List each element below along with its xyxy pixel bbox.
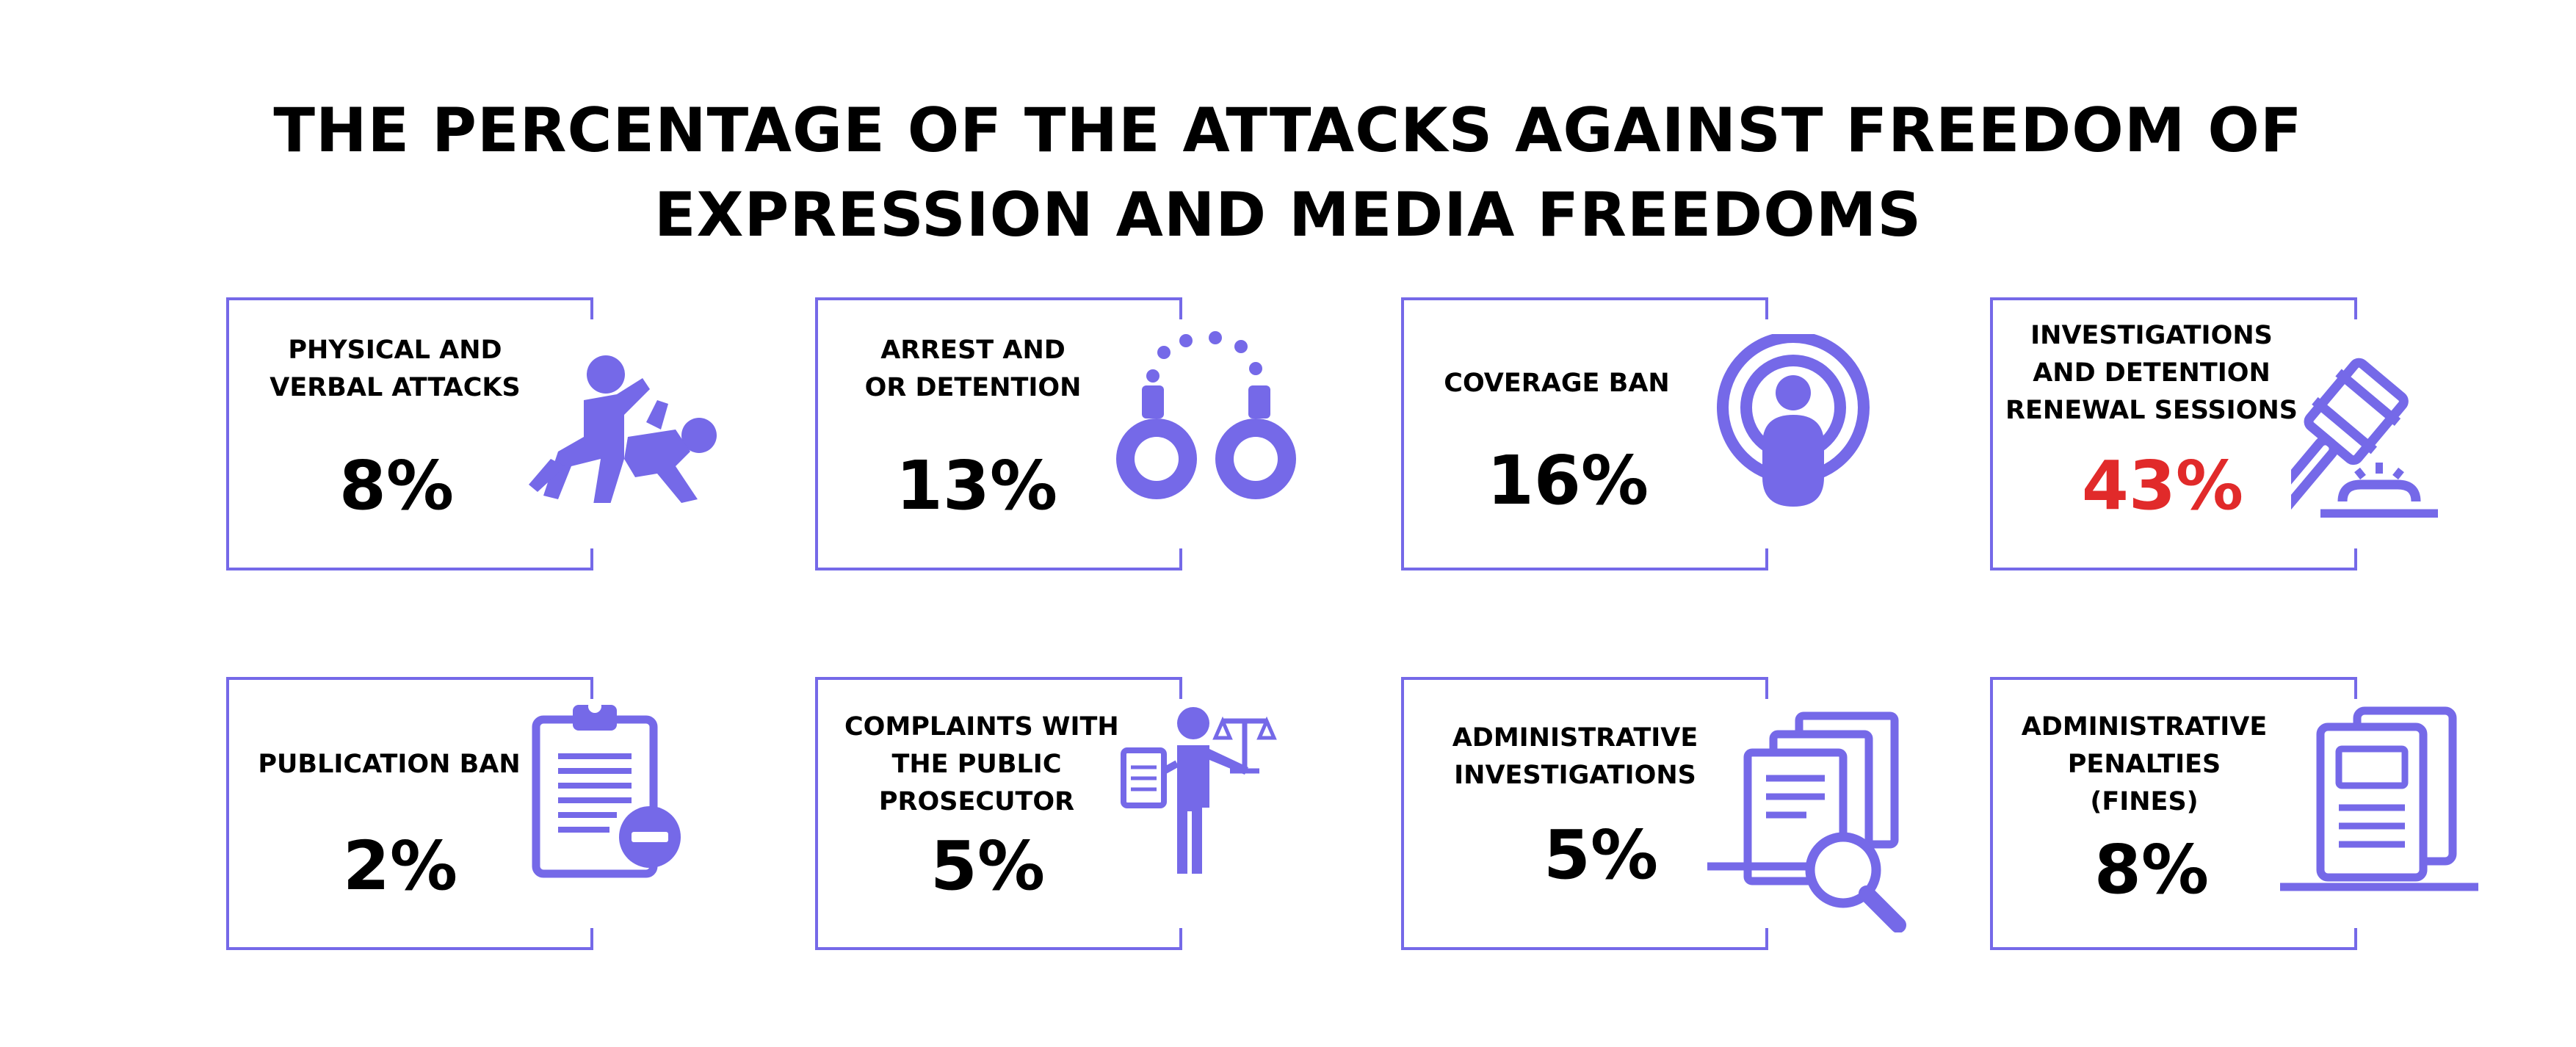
broadcast-person-icon [1715, 334, 1873, 510]
card-administrative-penalties [1990, 677, 2357, 950]
card-label: ADMINISTRATIVE INVESTIGATIONS [1452, 723, 1698, 790]
card-coverage-ban [1401, 297, 1768, 570]
card-label: COMPLAINTS WITH THE PUBLIC PROSECUTOR [844, 712, 1119, 816]
card-investigations-detention [1990, 297, 2357, 570]
chart-title: THE PERCENTAGE OF THE ATTACKS AGAINST FR… [0, 88, 2576, 257]
card-value: 13% [895, 446, 1058, 525]
card-label: ARREST AND OR DETENTION [864, 336, 1082, 402]
card-value: 8% [2094, 830, 2210, 909]
card-value: 43% [2081, 446, 2244, 525]
card-label: INVESTIGATIONS AND DETENTION RENEWAL SESSI… [2005, 321, 2298, 425]
gavel-icon [2291, 341, 2467, 518]
clipboard-minus-icon [521, 698, 690, 881]
card-publication-ban [226, 677, 593, 950]
handcuffs-icon [1112, 330, 1296, 507]
card-value: 8% [339, 446, 455, 525]
card-arrest-detention [815, 297, 1182, 570]
card-label: PUBLICATION BAN [258, 750, 521, 779]
card-value: 16% [1486, 441, 1649, 520]
card-label: ADMINISTRATIVE PENALTIES (FINES) [2021, 712, 2268, 816]
chart-title-line-1: THE PERCENTAGE OF THE ATTACKS AGAINST FR… [273, 95, 2303, 166]
card-complaints-prosecutor [815, 677, 1182, 950]
card-label: COVERAGE BAN [1444, 369, 1670, 398]
card-physical-verbal-attacks [226, 297, 593, 570]
card-value: 2% [342, 827, 458, 905]
fighting-people-icon [514, 349, 720, 503]
prosecutor-scales-icon [1120, 705, 1281, 881]
card-administrative-investigations [1401, 677, 1768, 950]
card-label: PHYSICAL AND VERBAL ATTACKS [269, 336, 521, 402]
document-stack-icon [2276, 705, 2482, 896]
chart-title-line-2: EXPRESSION AND MEDIA FREEDOMS [654, 179, 1922, 250]
card-value: 5% [930, 827, 1046, 905]
card-value: 5% [1543, 816, 1659, 894]
documents-magnifier-icon [1704, 709, 1909, 932]
